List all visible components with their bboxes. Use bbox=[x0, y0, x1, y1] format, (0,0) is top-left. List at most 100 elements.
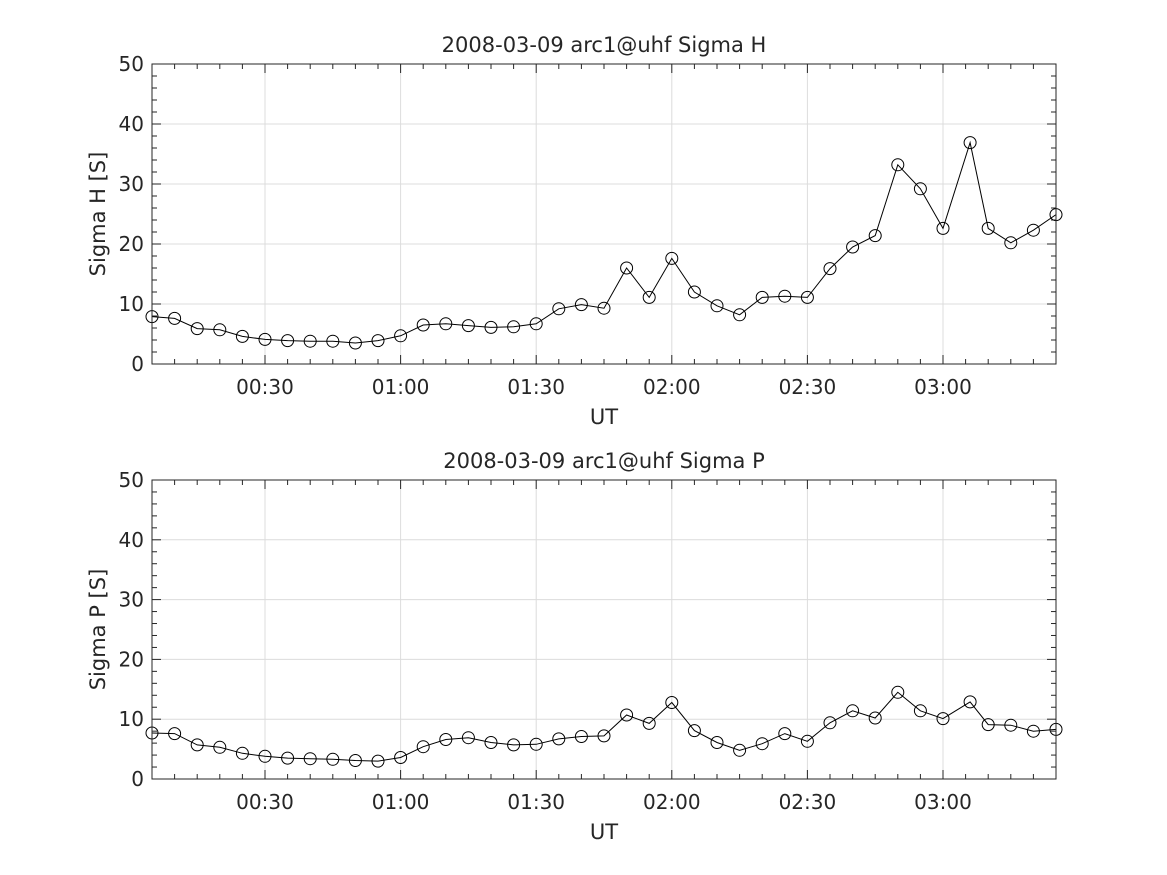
y-tick-label: 20 bbox=[119, 647, 144, 671]
data-point bbox=[416, 318, 430, 332]
data-point bbox=[190, 322, 204, 336]
x-axis-label: UT bbox=[590, 820, 618, 844]
data-point bbox=[891, 685, 905, 699]
data-point bbox=[235, 329, 249, 343]
data-point bbox=[846, 704, 860, 718]
y-tick-label: 0 bbox=[131, 767, 144, 791]
data-point bbox=[461, 319, 475, 333]
x-tick-label: 02:00 bbox=[643, 375, 701, 399]
x-tick-label: 03:00 bbox=[914, 375, 972, 399]
data-point bbox=[800, 290, 814, 304]
data-point bbox=[461, 731, 475, 745]
x-tick-label: 02:30 bbox=[779, 375, 837, 399]
data-point bbox=[235, 746, 249, 760]
y-tick-labels: 0 10 20 30 40 50 bbox=[119, 468, 144, 791]
data-point bbox=[416, 740, 430, 754]
minor-ticks bbox=[151, 480, 1057, 779]
y-tick-label: 30 bbox=[119, 588, 144, 612]
data-point bbox=[981, 718, 995, 732]
data-point bbox=[1004, 236, 1018, 250]
data-point bbox=[371, 334, 385, 348]
x-tick-label: 01:30 bbox=[507, 375, 565, 399]
data-point bbox=[755, 737, 769, 751]
data-point bbox=[552, 732, 566, 746]
data-point bbox=[823, 716, 837, 730]
data-point bbox=[507, 738, 521, 752]
series bbox=[145, 136, 1063, 350]
data-point bbox=[258, 749, 272, 763]
y-tick-label: 50 bbox=[119, 52, 144, 76]
data-point bbox=[665, 251, 679, 265]
data-point bbox=[687, 285, 701, 299]
data-point bbox=[303, 752, 317, 766]
data-point bbox=[281, 334, 295, 348]
data-point bbox=[778, 727, 792, 741]
x-tick-label: 02:30 bbox=[779, 790, 837, 814]
data-point bbox=[574, 298, 588, 312]
x-axis-label: UT bbox=[590, 405, 618, 429]
data-point bbox=[868, 711, 882, 725]
data-point bbox=[755, 290, 769, 304]
x-tick-labels: 00:30 01:00 01:30 02:00 02:30 03:00 bbox=[236, 375, 972, 399]
data-point bbox=[891, 158, 905, 172]
data-point bbox=[484, 736, 498, 749]
y-tick-label: 10 bbox=[119, 707, 144, 731]
plot-area bbox=[152, 64, 1056, 364]
data-point bbox=[439, 317, 453, 331]
data-point bbox=[687, 724, 701, 738]
grid bbox=[152, 64, 1056, 364]
data-point bbox=[258, 332, 272, 346]
sigma-h-panel: 0 10 20 30 40 50 00:30 01:00 01:30 02:00 02:30 03:… bbox=[86, 33, 1063, 429]
data-point bbox=[597, 301, 611, 315]
x-tick-labels: 00:30 01:00 01:30 02:00 02:30 03:00 bbox=[236, 790, 972, 814]
data-point bbox=[823, 262, 837, 276]
x-tick-label: 00:30 bbox=[236, 790, 294, 814]
data-point bbox=[529, 317, 543, 331]
x-tick-label: 02:00 bbox=[643, 790, 701, 814]
series-line bbox=[151, 140, 1057, 344]
data-point bbox=[733, 743, 747, 757]
data-point bbox=[168, 727, 182, 741]
data-point bbox=[1026, 223, 1040, 237]
y-tick-label: 0 bbox=[131, 352, 144, 376]
y-tick-label: 30 bbox=[119, 172, 144, 196]
data-point bbox=[778, 289, 792, 303]
data-point bbox=[913, 182, 927, 196]
data-point bbox=[1026, 724, 1040, 738]
data-point bbox=[913, 704, 927, 718]
data-point bbox=[303, 334, 317, 348]
data-point bbox=[394, 751, 408, 764]
x-tick-label: 00:30 bbox=[236, 375, 294, 399]
data-point bbox=[326, 752, 340, 766]
data-point bbox=[936, 712, 950, 726]
data-point bbox=[168, 311, 182, 325]
y-tick-label: 50 bbox=[119, 468, 144, 492]
y-axis-label: Sigma H [S] bbox=[86, 152, 110, 277]
data-point bbox=[529, 737, 543, 751]
data-point bbox=[213, 740, 227, 754]
data-point bbox=[281, 751, 295, 765]
y-axis-label: Sigma P [S] bbox=[86, 569, 110, 691]
data-point bbox=[348, 336, 362, 350]
data-point bbox=[963, 136, 977, 150]
data-point bbox=[868, 229, 882, 243]
chart-title: 2008-03-09 arc1@uhf Sigma P bbox=[443, 449, 765, 473]
plot-area bbox=[152, 480, 1056, 779]
x-tick-label: 03:00 bbox=[914, 790, 972, 814]
minor-ticks bbox=[151, 64, 1057, 364]
data-point bbox=[981, 221, 995, 235]
axes-box bbox=[151, 479, 1057, 780]
data-point bbox=[710, 299, 724, 313]
data-point bbox=[800, 734, 814, 748]
data-point bbox=[484, 320, 498, 334]
data-point bbox=[213, 323, 227, 337]
data-point bbox=[846, 240, 860, 254]
y-tick-label: 20 bbox=[119, 232, 144, 256]
data-point bbox=[620, 708, 634, 722]
data-point bbox=[348, 754, 362, 767]
grid bbox=[152, 480, 1056, 779]
x-tick-label: 01:00 bbox=[372, 375, 430, 399]
sigma-p-panel: 0 10 20 30 40 50 00:30 01:00 01:30 02:00 02:30 03:… bbox=[86, 449, 1063, 844]
data-point bbox=[394, 329, 408, 343]
